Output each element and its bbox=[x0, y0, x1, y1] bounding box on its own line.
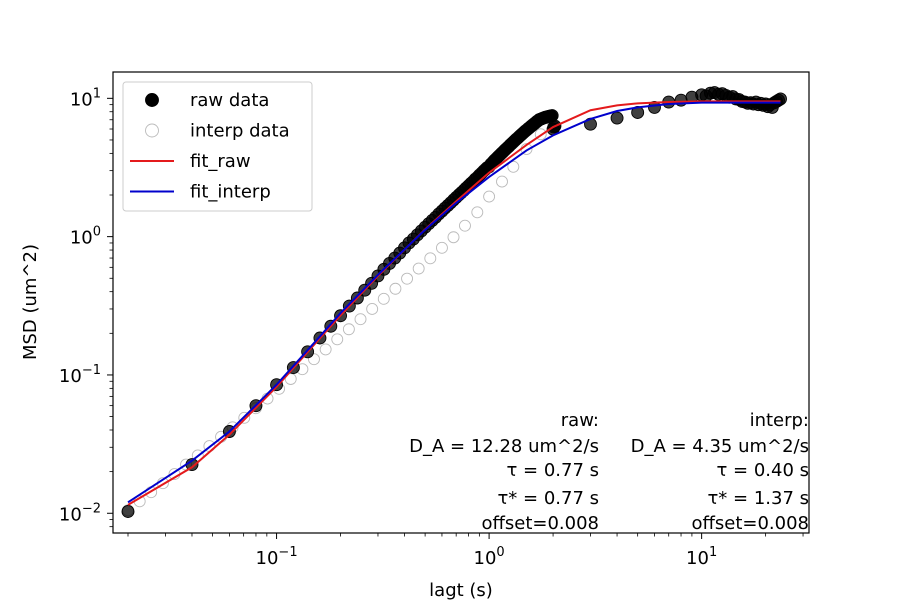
tick-labels-layer: 10−1 100 101 10−2 10−1 100 101 bbox=[59, 86, 717, 569]
interp-data-point bbox=[507, 160, 520, 173]
y-tick-label: 10−1 bbox=[59, 363, 101, 387]
interp-annotation-line: interp: bbox=[750, 410, 809, 431]
interp-data-point bbox=[331, 333, 344, 346]
interp-data-point bbox=[459, 219, 471, 232]
interp-annotation-line: τ = 0.40 s bbox=[716, 460, 809, 481]
legend-label: fit_raw bbox=[190, 151, 251, 172]
raw-annotation-line: τ* = 0.77 s bbox=[497, 488, 599, 509]
interp-annotation-line: τ* = 1.37 s bbox=[707, 488, 809, 509]
legend: raw data interp data fit_raw fit_interp bbox=[122, 81, 313, 212]
interp-data-point bbox=[447, 231, 460, 244]
interp-data-point bbox=[389, 282, 402, 295]
legend-interp-marker bbox=[145, 123, 159, 138]
interp-annotation-line: offset=0.008 bbox=[691, 513, 809, 534]
plot-frame bbox=[112, 71, 810, 534]
interp-data-point bbox=[412, 262, 425, 275]
legend-box bbox=[122, 81, 313, 212]
fit-interp-line bbox=[127, 101, 781, 504]
interp-data-point bbox=[496, 175, 508, 188]
legend-label: interp data bbox=[190, 121, 290, 142]
x-tick-label: 100 bbox=[474, 545, 505, 569]
y-tick-label: 101 bbox=[70, 86, 101, 110]
interp-data-point bbox=[483, 190, 496, 203]
interp-data-point bbox=[319, 343, 332, 356]
y-tick-label: 100 bbox=[70, 225, 101, 249]
ticks-layer bbox=[107, 97, 804, 539]
interp-data-point bbox=[424, 252, 437, 265]
raw-annotation-line: offset=0.008 bbox=[481, 513, 599, 534]
legend-raw-marker bbox=[145, 93, 159, 107]
x-axis-label: lagt (s) bbox=[429, 580, 493, 600]
raw-data-point bbox=[121, 505, 135, 518]
y-axis-label: MSD (um^2) bbox=[20, 244, 41, 360]
interp-data-point bbox=[342, 323, 355, 336]
fit-raw-line bbox=[127, 100, 781, 506]
interp-data-point bbox=[354, 313, 367, 326]
legend-items: raw data interp data fit_raw fit_interp bbox=[130, 90, 290, 203]
interp-annotation-line: D_A = 4.35 um^2/s bbox=[631, 436, 809, 457]
x-tick-label: 101 bbox=[686, 545, 717, 569]
y-tick-label: 10−2 bbox=[59, 501, 101, 525]
legend-label: raw data bbox=[190, 90, 269, 111]
x-tick-label: 10−1 bbox=[256, 545, 298, 569]
raw-annotation-line: raw: bbox=[561, 410, 599, 431]
interp-data-point bbox=[377, 292, 390, 305]
fit-lines-layer bbox=[127, 100, 781, 506]
interp-data-point bbox=[436, 241, 448, 254]
raw-annotation-line: D_A = 12.28 um^2/s bbox=[409, 436, 599, 457]
interp-data-point bbox=[401, 272, 413, 285]
interp-data-point bbox=[471, 206, 484, 219]
raw-annotation-line: τ = 0.77 s bbox=[506, 460, 599, 481]
raw-data-point bbox=[610, 111, 624, 125]
interp-data-point bbox=[366, 303, 379, 315]
legend-label: fit_interp bbox=[190, 182, 271, 203]
fit-annotations: raw: D_A = 12.28 um^2/s τ = 0.77 s τ* = 0.7… bbox=[409, 410, 809, 534]
